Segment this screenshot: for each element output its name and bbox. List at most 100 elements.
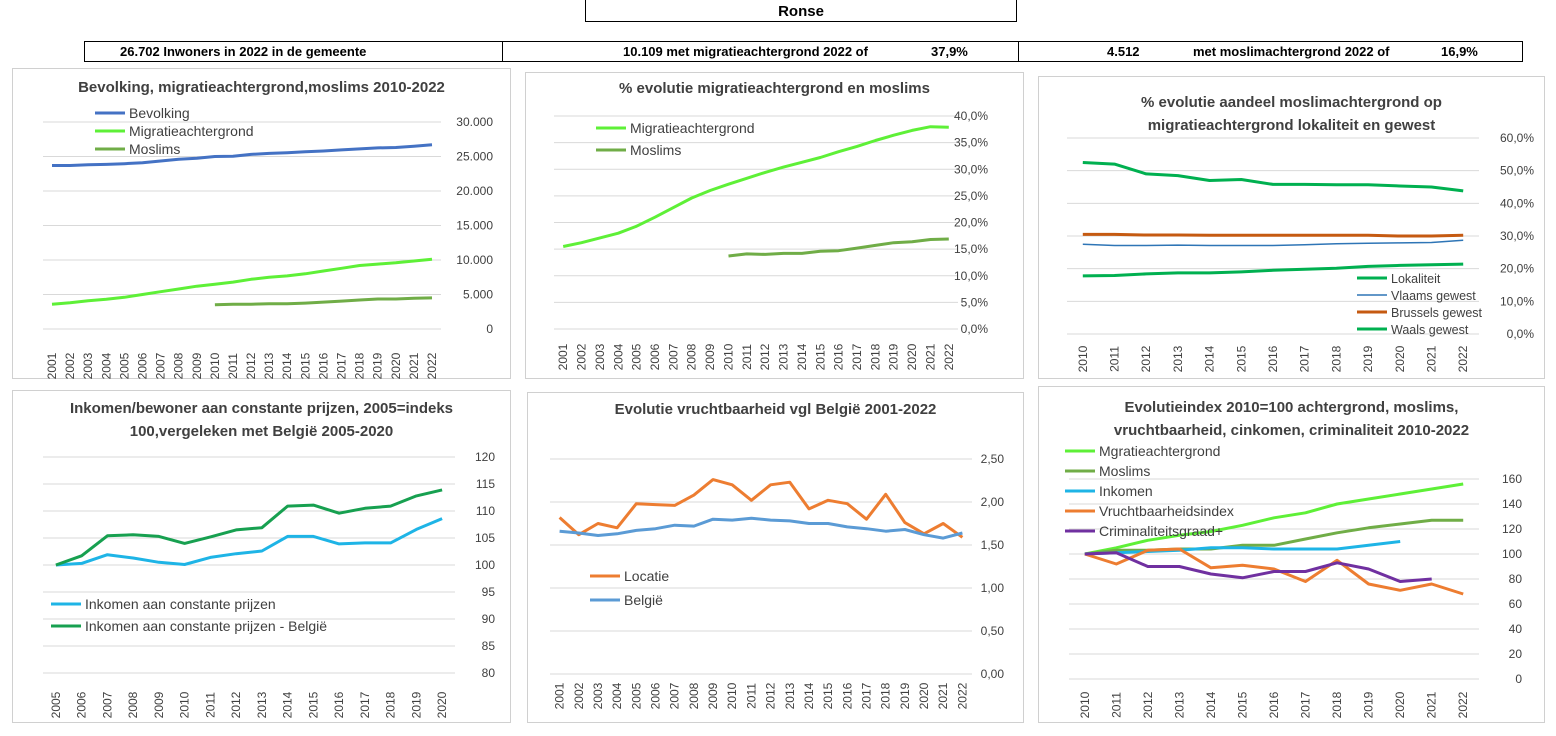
x-tick-label: 2021 bbox=[407, 352, 421, 379]
x-tick-label: 2019 bbox=[409, 691, 423, 718]
x-tick-label: 2003 bbox=[81, 352, 95, 379]
y-tick-label: 10,0% bbox=[954, 269, 988, 283]
legend-label: Inkomen bbox=[1099, 483, 1153, 499]
y-tick-label: 80 bbox=[482, 666, 496, 680]
x-tick-label: 2020 bbox=[905, 343, 919, 370]
x-tick-label: 2022 bbox=[1456, 345, 1470, 372]
x-tick-label: 2004 bbox=[611, 343, 625, 370]
x-tick-label: 2014 bbox=[802, 682, 816, 709]
y-tick-label: 0,0% bbox=[1507, 327, 1535, 341]
x-tick-label: 2018 bbox=[879, 682, 893, 709]
x-tick-label: 2016 bbox=[1267, 691, 1281, 718]
y-tick-label: 0,00 bbox=[981, 667, 1005, 681]
y-tick-label: 160 bbox=[1502, 472, 1522, 486]
y-tick-label: 80 bbox=[1509, 572, 1523, 586]
series-line bbox=[51, 257, 433, 306]
y-tick-label: 1,50 bbox=[981, 538, 1005, 552]
chart-fertility: Evolutie vruchtbaarheid vgl België 2001-… bbox=[527, 392, 1024, 723]
y-tick-label: 100 bbox=[1502, 547, 1522, 561]
x-tick-label: 2010 bbox=[1078, 691, 1092, 718]
x-tick-label: 2013 bbox=[262, 352, 276, 379]
y-tick-label: 115 bbox=[476, 477, 495, 491]
x-tick-label: 2003 bbox=[591, 682, 605, 709]
y-tick-label: 15,0% bbox=[954, 242, 988, 256]
x-tick-label: 2013 bbox=[1171, 345, 1185, 372]
x-tick-label: 2021 bbox=[1424, 345, 1438, 372]
x-tick-label: 2017 bbox=[1299, 691, 1313, 718]
series-line bbox=[562, 125, 949, 248]
x-tick-label: 2012 bbox=[764, 682, 778, 709]
muslim-count: 4.512 bbox=[1107, 44, 1140, 59]
x-tick-label: 2011 bbox=[1109, 692, 1123, 718]
legend-label: Waals gewest bbox=[1391, 323, 1469, 337]
legend-label: Vlaams gewest bbox=[1391, 289, 1476, 303]
x-tick-label: 2014 bbox=[795, 343, 809, 370]
x-tick-label: 2020 bbox=[389, 352, 403, 379]
legend-label: Criminaliteitsgraad+ bbox=[1099, 523, 1223, 539]
divider bbox=[502, 42, 503, 61]
x-tick-label: 2019 bbox=[898, 682, 912, 709]
chart-muslim-share: % evolutie aandeel moslimachtergrond op … bbox=[1038, 76, 1545, 379]
muslim-stat: met moslimachtergrond 2022 of bbox=[1193, 44, 1390, 59]
y-tick-label: 110 bbox=[476, 504, 495, 518]
x-tick-label: 2017 bbox=[358, 691, 372, 718]
y-tick-label: 50,0% bbox=[1500, 164, 1534, 178]
y-tick-label: 30,0% bbox=[954, 162, 988, 176]
x-tick-label: 2020 bbox=[1393, 345, 1407, 372]
y-tick-label: 60,0% bbox=[1500, 131, 1534, 145]
chart-fertility-svg: 0,00 0,50 1,00 1,50 2,00 2,50 2001 2002 2003 2004… bbox=[550, 452, 1005, 709]
x-tick-label: 2019 bbox=[1361, 345, 1375, 372]
x-tick-label: 2007 bbox=[154, 352, 168, 379]
x-tick-label: 2022 bbox=[942, 343, 956, 370]
series-line bbox=[1082, 239, 1464, 247]
y-tick-label: 10.000 bbox=[456, 253, 493, 267]
x-tick-label: 2013 bbox=[1172, 691, 1186, 718]
y-tick-label: 140 bbox=[1502, 497, 1522, 511]
y-tick-label: 25,0% bbox=[954, 189, 988, 203]
x-tick-label: 2018 bbox=[384, 691, 398, 718]
x-tick-label: 2016 bbox=[832, 343, 846, 370]
series-line bbox=[1082, 161, 1464, 193]
x-tick-label: 2002 bbox=[572, 682, 586, 709]
legend-label: Brussels gewest bbox=[1391, 306, 1483, 320]
series-line bbox=[1082, 232, 1464, 238]
x-tick-label: 2012 bbox=[758, 343, 772, 370]
x-tick-label: 2015 bbox=[306, 691, 320, 718]
x-tick-label: 2006 bbox=[649, 682, 663, 709]
x-tick-label: 2019 bbox=[1362, 691, 1376, 718]
x-tick-label: 2006 bbox=[136, 352, 150, 379]
legend-label: Bevolking bbox=[129, 105, 190, 121]
y-tick-label: 0 bbox=[486, 322, 493, 336]
x-tick-label: 2014 bbox=[280, 352, 294, 379]
y-tick-label: 30,0% bbox=[1500, 229, 1534, 243]
x-tick-label: 2005 bbox=[629, 682, 643, 709]
x-tick-label: 2009 bbox=[152, 691, 166, 718]
series-line bbox=[559, 516, 963, 540]
chart-index: Evolutieindex 2010=100 achtergrond, mosl… bbox=[1038, 386, 1545, 723]
x-tick-label: 2010 bbox=[1076, 345, 1090, 372]
series-line bbox=[55, 517, 443, 567]
y-tick-label: 100 bbox=[475, 558, 495, 572]
x-tick-label: 2015 bbox=[813, 343, 827, 370]
y-tick-label: 120 bbox=[475, 450, 495, 464]
series-line bbox=[52, 143, 433, 167]
x-tick-label: 2008 bbox=[126, 691, 140, 718]
series-line bbox=[1084, 551, 1432, 583]
chart-population: Bevolking, migratieachtergrond,moslims 2… bbox=[12, 68, 511, 379]
x-tick-label: 2013 bbox=[255, 691, 269, 718]
chart-index-svg: 0 20 40 60 80 100 120 140 160 2010 2011 2012 2013 201… bbox=[1065, 443, 1523, 718]
x-tick-label: 2010 bbox=[208, 352, 222, 379]
x-tick-label: 2017 bbox=[850, 343, 864, 370]
y-tick-label: 10,0% bbox=[1500, 294, 1534, 308]
x-tick-label: 2007 bbox=[668, 682, 682, 709]
legend-label: Lokaliteit bbox=[1391, 272, 1441, 286]
legend-label: Migratieachtergrond bbox=[630, 120, 755, 136]
x-tick-label: 2011 bbox=[740, 344, 754, 370]
y-tick-label: 30.000 bbox=[456, 115, 493, 129]
x-tick-label: 2001 bbox=[553, 682, 567, 709]
y-tick-label: 25.000 bbox=[456, 150, 493, 164]
x-tick-label: 2005 bbox=[630, 343, 644, 370]
series-line bbox=[1084, 540, 1401, 556]
y-tick-label: 2,50 bbox=[981, 452, 1005, 466]
x-tick-label: 2009 bbox=[706, 682, 720, 709]
